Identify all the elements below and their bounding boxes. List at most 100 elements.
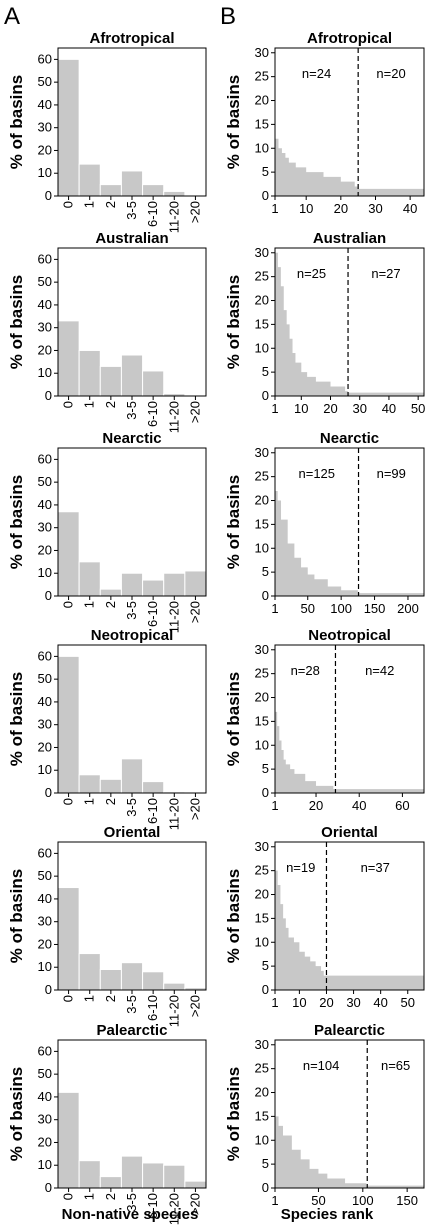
y-tick-label: 25 [255,666,269,681]
x-tick-label: 2 [103,201,118,208]
y-tick-label: 15 [255,713,269,728]
y-tick-label: 20 [38,142,52,157]
x-tick-label: 20 [334,201,348,216]
plot-frame [274,1039,425,1189]
x-tick-label: 100 [330,601,352,616]
y-tick-label: 50 [38,74,52,89]
rank-area [275,870,424,990]
y-tick-label: 20 [38,1134,52,1149]
n-label-left: n=25 [297,266,326,281]
x-tick-label: 50 [401,995,415,1010]
x-tick-label: >20 [187,995,202,1017]
y-tick-label: 0 [262,588,269,603]
x-tick-label: 40 [382,401,396,416]
y-axis-label: % of basins [7,275,26,369]
x-tick-label: 1 [271,995,278,1010]
rank-area [275,711,424,793]
x-tick-label: 3-5 [124,401,139,420]
rank-area [275,1116,424,1188]
y-axis-label: % of basins [224,75,243,169]
bar-2 [99,184,122,197]
y-tick-label: 20 [255,690,269,705]
y-axis-label: % of basins [7,672,26,766]
y-tick-label: 30 [38,320,52,335]
bar-2 [99,969,122,991]
x-axis-title-right: Species rank [281,1206,374,1223]
y-tick-label: 40 [38,297,52,312]
x-tick-label: 0 [61,401,76,408]
y-tick-label: 40 [38,891,52,906]
x-tick-label: >20 [187,601,202,623]
bar-0 [57,511,80,597]
bar-3-5 [120,758,144,794]
n-label-left: n=19 [286,860,315,875]
y-tick-label: 10 [255,934,269,949]
chart-title: Afrotropical [89,30,174,47]
bar-1 [78,561,101,597]
y-tick-label: 25 [255,1061,269,1076]
bar-3-5 [120,170,144,197]
y-tick-label: 5 [262,1156,269,1171]
x-tick-label: 20 [319,995,333,1010]
n-label-right: n=20 [376,66,405,81]
x-tick-label: 30 [346,995,360,1010]
x-tick-label: 40 [352,798,366,813]
x-tick-label: 0 [61,995,76,1002]
plot-frame [57,1039,207,1189]
y-axis-label: % of basins [224,869,243,963]
y-tick-label: 60 [38,451,52,466]
chart-title: Nearctic [102,430,161,447]
chart-title: Oriental [104,824,161,841]
x-tick-label: 20 [309,798,323,813]
x-tick-label: 50 [411,401,425,416]
x-tick-label: 11-20 [166,601,181,633]
y-tick-label: 10 [255,540,269,555]
x-tick-label: >20 [187,1193,202,1215]
y-tick-label: 30 [255,245,269,260]
y-tick-label: 30 [38,717,52,732]
y-tick-label: 30 [255,1037,269,1052]
y-tick-label: 15 [255,116,269,131]
x-tick-label: 1 [271,798,278,813]
x-tick-label: 3-5 [124,601,139,620]
x-tick-label: 50 [301,601,315,616]
y-tick-label: 10 [38,365,52,380]
x-tick-label: >20 [187,401,202,423]
x-tick-label: 1 [271,201,278,216]
n-label-left: n=28 [291,663,320,678]
chart-afrotropical-rank-curve: Afrotropical % of basins n=24 n=20 1 10 20 30 40… [224,30,425,216]
y-tick-label: 20 [255,293,269,308]
bar-2 [99,588,122,597]
bar-1 [78,1160,101,1189]
y-tick-label: 0 [262,1180,269,1195]
bar-1 [78,163,101,197]
x-tick-label: 1 [82,995,97,1002]
bar-2 [99,778,122,794]
x-tick-label: 11-20 [166,1193,181,1225]
bar-1 [78,349,101,397]
y-tick-label: 20 [38,342,52,357]
x-tick-label: 0 [61,201,76,208]
y-tick-label: 30 [38,120,52,135]
x-tick-label: 150 [396,1193,418,1208]
y-tick-label: 30 [255,839,269,854]
y-tick-label: 0 [45,588,52,603]
y-tick-label: 15 [255,316,269,331]
x-tick-label: 10 [292,995,306,1010]
y-tick-label: 20 [38,936,52,951]
bar->20 [184,570,207,597]
y-tick-label: 60 [38,648,52,663]
y-tick-label: 20 [255,493,269,508]
bar-6-10 [142,1162,165,1189]
n-label-left: n=125 [299,466,336,481]
x-tick-label: 0 [61,798,76,805]
x-tick-label: 0 [61,1193,76,1200]
x-tick-label: 2 [103,1193,118,1200]
